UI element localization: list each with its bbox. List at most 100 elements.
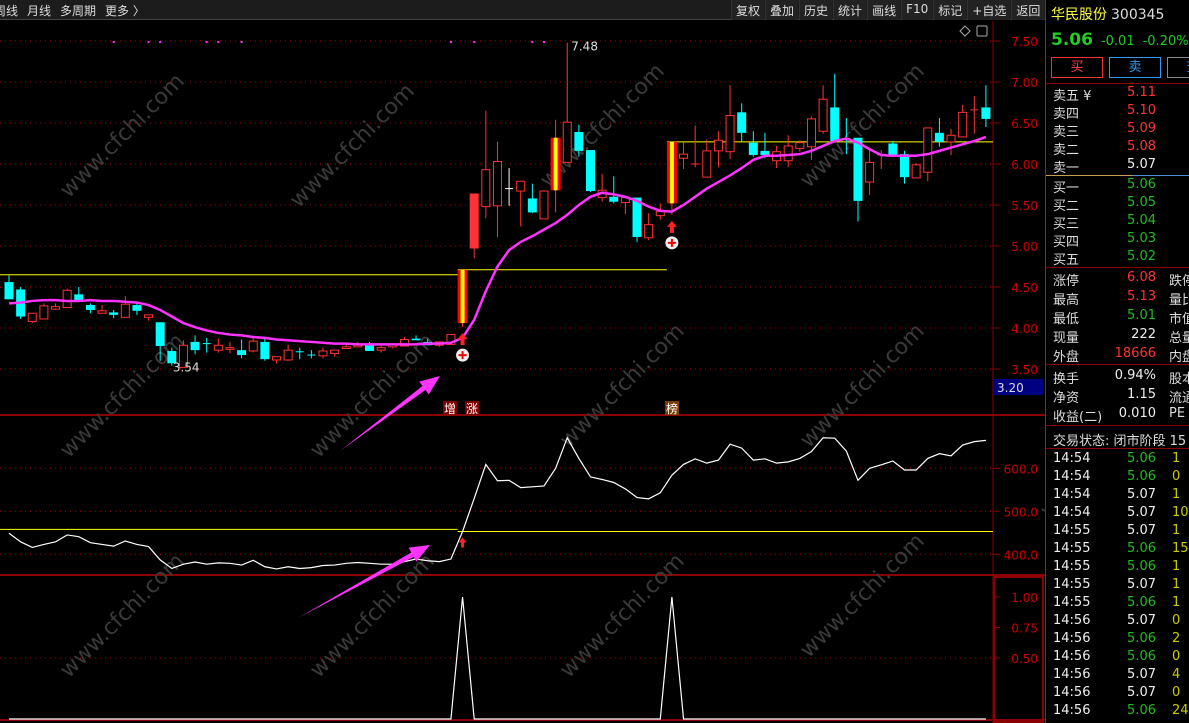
signal-spike-line	[9, 596, 986, 720]
candle	[562, 42, 572, 163]
level-label: 买四	[1053, 235, 1080, 250]
signal-label-bg	[465, 401, 479, 415]
level-label: 买一	[1053, 181, 1080, 196]
candle	[295, 347, 304, 360]
tick-row: 14:55 5.07 1	[1046, 577, 1189, 595]
add-watchlist-button[interactable]: +自选	[967, 0, 1011, 20]
annotation-arrow	[298, 545, 430, 618]
candle-body	[167, 350, 177, 364]
bid-row[interactable]: 买二 5.05	[1046, 195, 1189, 214]
kline-chart[interactable]: 7.50 7.00 6.50 6.00 5.50 5.00 4.50 4.00 3.50 3.20…	[0, 21, 1045, 723]
candle	[167, 347, 177, 366]
tick-price: 5.07	[1127, 667, 1156, 682]
candle-body	[516, 180, 526, 192]
stat-value: 18666	[1114, 346, 1156, 361]
bid-row[interactable]: 买一 5.06	[1046, 177, 1189, 196]
ask-row[interactable]: 卖一 5.07	[1046, 157, 1189, 176]
overlay-button[interactable]: 叠加	[765, 0, 799, 20]
ask-row[interactable]: 卖二 5.08	[1046, 139, 1189, 158]
candle-body	[539, 190, 549, 220]
candle	[632, 197, 642, 242]
stat-label-2: 流通	[1169, 391, 1189, 406]
candle	[469, 193, 479, 259]
price-row: 5.06 -0.01 -0.20%	[1051, 30, 1189, 50]
last-price: 5.06	[1051, 30, 1093, 50]
watermark: www.cfchi.com	[795, 529, 929, 663]
candle	[97, 305, 107, 314]
candle	[39, 303, 49, 320]
bid-row[interactable]: 买五 5.02	[1046, 249, 1189, 268]
tick-time: 14:56	[1053, 649, 1091, 664]
history-button[interactable]: 历史	[799, 0, 833, 20]
candle	[620, 197, 630, 215]
stat-row: 涨停 6.08 跌停	[1046, 270, 1189, 289]
candle-body	[330, 349, 340, 354]
bid-row[interactable]: 买四 5.03	[1046, 231, 1189, 250]
tick-price: 5.06	[1127, 451, 1156, 466]
candle-body	[713, 139, 723, 152]
ask-row[interactable]: 卖五 ¥ 5.11	[1046, 85, 1189, 104]
candle	[527, 183, 537, 214]
ask-row[interactable]: 卖三 5.09	[1046, 121, 1189, 140]
candle	[934, 118, 944, 147]
statistics-button[interactable]: 统计	[833, 0, 867, 20]
level-label: 卖四	[1053, 107, 1080, 122]
candle	[376, 344, 386, 353]
candle	[679, 142, 689, 169]
tab-monthly[interactable]: 月线	[27, 4, 52, 18]
candle	[225, 341, 235, 354]
ask-row[interactable]: 卖四 5.10	[1046, 103, 1189, 122]
toolbar-buttons: 复权 叠加 历史 统计 画线 F10 标记 +自选 返回	[730, 0, 1045, 20]
tick-volume: 2	[1172, 631, 1181, 646]
candle	[120, 296, 130, 318]
stat-label: 现量	[1053, 331, 1080, 346]
candle-body	[946, 134, 956, 143]
signal-label: 榜	[666, 401, 678, 416]
tick-price: 5.06	[1127, 595, 1156, 610]
signal-label-bg	[443, 401, 457, 415]
candle-body	[492, 161, 502, 207]
tab-multi-period[interactable]: 多周期	[60, 4, 97, 18]
candle	[109, 309, 119, 319]
tick-volume: 1	[1172, 559, 1181, 574]
candle-body-stripe	[460, 269, 465, 324]
draw-line-button[interactable]: 画线	[867, 0, 901, 20]
level-label: 买二	[1053, 199, 1080, 214]
buy-button[interactable]: 买	[1051, 57, 1103, 78]
candle	[865, 147, 875, 196]
top-toolbar: 周线 月线 多周期 更多 〉 复权 叠加 历史 统计 画线 F10 标记 +自选 返回	[0, 0, 1045, 20]
ma-line	[8, 135, 987, 346]
tab-more[interactable]: 更多 〉	[105, 4, 145, 18]
tab-weekly[interactable]: 周线	[0, 4, 19, 18]
candle-body	[237, 350, 247, 356]
bid-row[interactable]: 买三 5.04	[1046, 213, 1189, 232]
signal-dot	[217, 41, 220, 43]
y-tick-label: 4.50	[1011, 281, 1038, 295]
candle-body	[609, 196, 619, 202]
candle	[748, 131, 758, 157]
mark-button[interactable]: 标记	[933, 0, 967, 20]
candle-body	[446, 334, 456, 345]
plus-sign	[667, 238, 676, 247]
f10-button[interactable]: F10	[901, 0, 933, 20]
y-tick-label: 5.00	[1011, 240, 1038, 254]
query-button[interactable]: 查	[1167, 57, 1189, 78]
candle-body	[586, 150, 595, 192]
tick-volume: 4	[1172, 667, 1181, 682]
level-price: 5.09	[1127, 121, 1156, 136]
candle	[505, 168, 514, 206]
tick-row: 14:55 5.06 1	[1046, 559, 1189, 577]
candle-body	[830, 107, 840, 142]
tick-price: 5.06	[1127, 649, 1156, 664]
stat-label: 换手	[1053, 372, 1080, 387]
stat-label: 最低	[1053, 312, 1080, 327]
tick-row: 14:56 5.06 24	[1046, 703, 1189, 721]
candle	[911, 163, 921, 179]
stat-label-2: 量比	[1169, 293, 1189, 308]
tick-row: 14:55 5.06 15	[1046, 541, 1189, 559]
up-arrow-icon	[457, 333, 468, 346]
back-button[interactable]: 返回	[1011, 0, 1045, 20]
sell-button[interactable]: 卖	[1109, 57, 1161, 78]
restore-rights-button[interactable]: 复权	[731, 0, 765, 20]
candle	[27, 312, 37, 324]
